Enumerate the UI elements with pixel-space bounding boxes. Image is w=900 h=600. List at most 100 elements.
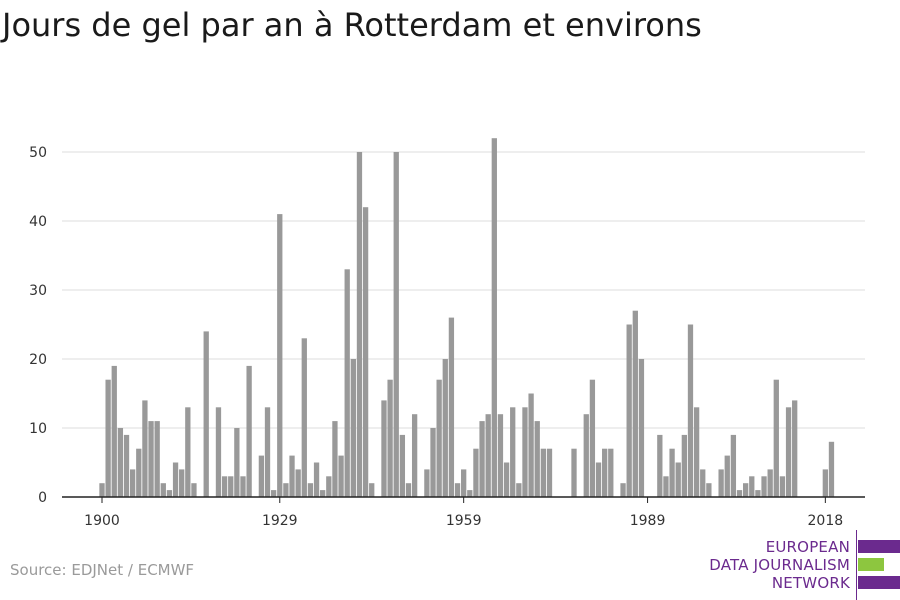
bar-2001 xyxy=(718,469,724,497)
bar-1919 xyxy=(215,407,222,497)
bar-1951 xyxy=(411,414,418,497)
bar-2008 xyxy=(761,476,767,497)
x-tick-label-2018: 2018 xyxy=(808,513,844,529)
logo-line-3: NETWORK xyxy=(771,574,850,592)
bar-1969 xyxy=(522,407,528,497)
bar-1903 xyxy=(117,428,124,497)
bar-1930 xyxy=(283,483,289,497)
bar-2013 xyxy=(792,400,798,497)
bar-1902 xyxy=(111,365,117,497)
bar-1961 xyxy=(473,448,479,497)
logo-bar-purple-bottom xyxy=(858,576,900,589)
y-tick-label-20: 20 xyxy=(29,352,47,368)
bar-1983 xyxy=(608,448,614,497)
bar-1910 xyxy=(160,483,166,497)
bar-1982 xyxy=(602,448,608,497)
bar-2003 xyxy=(730,434,737,497)
bar-1995 xyxy=(681,434,687,497)
bar-1980 xyxy=(589,379,596,497)
y-tick-label-30: 30 xyxy=(29,283,47,299)
bar-1912 xyxy=(172,462,179,497)
bar-1966 xyxy=(503,462,510,497)
bar-1933 xyxy=(301,338,307,497)
bar-1943 xyxy=(362,207,369,497)
bar-1940 xyxy=(344,269,350,497)
bar-1915 xyxy=(191,483,197,497)
bar-1967 xyxy=(510,407,516,497)
y-tick-label-0: 0 xyxy=(38,490,47,506)
bar-1977 xyxy=(571,448,577,497)
bar-1999 xyxy=(706,483,712,497)
source-note: Source: EDJNet / ECMWF xyxy=(10,561,195,579)
x-tick-label-1989: 1989 xyxy=(630,513,666,529)
bar-1908 xyxy=(148,421,154,497)
bar-2007 xyxy=(755,490,761,497)
bars xyxy=(99,138,835,497)
bar-1957 xyxy=(448,317,455,497)
bar-1988 xyxy=(638,359,645,497)
bar-1928 xyxy=(270,490,277,497)
bar-1938 xyxy=(332,421,338,497)
bar-1948 xyxy=(393,152,399,497)
bar-1922 xyxy=(234,428,240,497)
bar-1993 xyxy=(669,448,675,497)
x-tick-label-1959: 1959 xyxy=(446,513,482,529)
bar-1941 xyxy=(350,359,356,497)
bar-1965 xyxy=(497,414,504,497)
logo-text: EUROPEAN DATA JOURNALISM NETWORK xyxy=(709,538,850,592)
grid-lines xyxy=(62,151,865,429)
bar-1937 xyxy=(326,476,332,497)
logo-line-1: EUROPEAN xyxy=(765,538,850,556)
bar-1956 xyxy=(442,359,448,497)
bar-1926 xyxy=(258,455,265,497)
logo-bar-purple-top xyxy=(858,540,900,553)
bar-1968 xyxy=(516,483,522,497)
x-ticks: 1900 1929 1959 1989 2018 xyxy=(84,497,843,529)
bar-1949 xyxy=(399,434,406,497)
bar-1907 xyxy=(142,400,148,497)
bar-1900 xyxy=(99,483,105,497)
edjnet-logo: EUROPEAN DATA JOURNALISM NETWORK xyxy=(700,530,900,600)
y-tick-labels: 0 10 20 30 40 50 xyxy=(29,145,47,506)
bar-1997 xyxy=(693,407,700,497)
bar-1987 xyxy=(632,310,638,497)
bar-1963 xyxy=(485,414,491,497)
bar-1991 xyxy=(657,434,663,497)
bar-1971 xyxy=(534,421,540,497)
bar-1905 xyxy=(130,469,136,497)
bar-2010 xyxy=(773,379,779,497)
bar-1970 xyxy=(528,393,534,497)
chart-title: Jours de gel par an à Rotterdam et envir… xyxy=(2,6,702,44)
bar-2006 xyxy=(749,476,755,497)
bar-1929 xyxy=(277,214,283,497)
logo-line-2: DATA JOURNALISM xyxy=(709,556,850,574)
bar-1947 xyxy=(387,379,393,497)
bar-1954 xyxy=(430,428,436,497)
bar-1996 xyxy=(687,324,694,497)
bar-1920 xyxy=(221,476,228,497)
logo-divider xyxy=(856,530,857,600)
bar-1923 xyxy=(240,476,246,497)
bar-1979 xyxy=(583,414,589,497)
bar-2011 xyxy=(779,476,786,497)
bar-1935 xyxy=(313,462,320,497)
bar-2012 xyxy=(785,407,792,497)
bar-1931 xyxy=(289,455,295,497)
bar-1985 xyxy=(620,483,626,497)
bar-1998 xyxy=(700,469,706,497)
y-tick-label-10: 10 xyxy=(29,421,47,437)
y-tick-label-40: 40 xyxy=(29,214,47,230)
bar-1981 xyxy=(595,462,602,497)
bar-2009 xyxy=(767,469,773,497)
bar-1972 xyxy=(540,448,547,497)
bar-1953 xyxy=(424,469,430,497)
logo-bar-green xyxy=(858,558,884,571)
bar-2018 xyxy=(822,469,828,497)
bar-1950 xyxy=(405,483,412,497)
bar-1906 xyxy=(136,448,142,497)
bar-1934 xyxy=(307,483,314,497)
bar-1973 xyxy=(546,448,553,497)
bar-1921 xyxy=(228,476,234,497)
bar-1924 xyxy=(246,365,252,497)
bar-2019 xyxy=(828,441,835,497)
